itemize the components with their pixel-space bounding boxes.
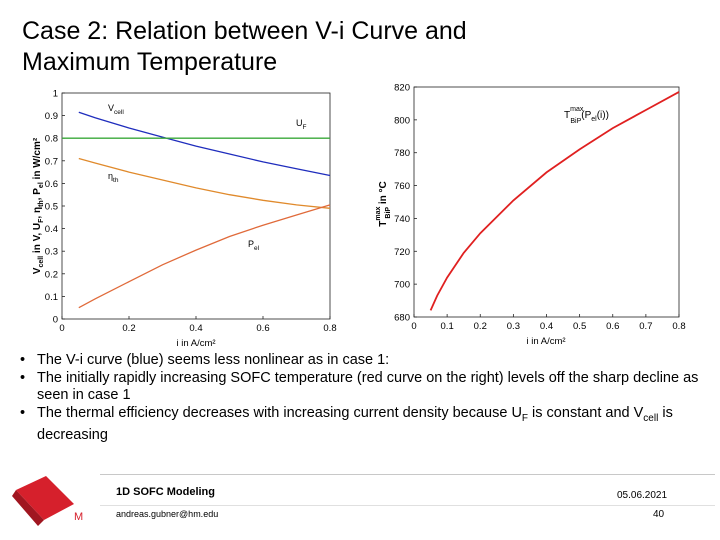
footer-divider xyxy=(100,474,715,475)
y-tick-label: 680 xyxy=(394,313,410,324)
series-label-pel: Pel xyxy=(248,239,260,252)
bullet-text-3a: The thermal efficiency decreases with in… xyxy=(37,404,522,421)
x-tick-label: 0.8 xyxy=(323,323,336,334)
y-tick-label: 800 xyxy=(394,115,410,126)
y-tick-label: 0.5 xyxy=(45,202,58,213)
title-line-1: Case 2: Relation between V-i Curve and xyxy=(22,17,467,45)
charts-area: 0 0.2 0.4 0.6 0.8 0 0.1 0.2 0.3 0.4 0.5 0.6 0.7 0.8 0.… xyxy=(32,83,686,350)
bullet-sub-f: F xyxy=(521,412,529,424)
chart-right-series xyxy=(429,91,680,311)
series-line-tbip-max xyxy=(429,91,680,311)
series-line-pel xyxy=(78,204,331,309)
y-tick-label: 760 xyxy=(394,181,410,192)
x-tick-label: 0.3 xyxy=(507,321,520,332)
logo-letter: M xyxy=(74,511,83,523)
bullet-item-3: • The thermal efficiency decreases with … xyxy=(20,405,700,445)
bullet-text-3c: is decreasing xyxy=(37,404,673,443)
series-label-eta-th: ηth xyxy=(108,171,119,184)
series-label-uf: UF xyxy=(296,118,307,131)
chart-right-legend-label: Tmax BiP(Pel(i)) xyxy=(564,106,609,125)
y-tick-label: 0.7 xyxy=(45,156,58,167)
y-tick-label: 720 xyxy=(394,247,410,258)
chart-right-xlabel: i in A/cm² xyxy=(526,336,565,347)
x-tick-label: 0.8 xyxy=(672,321,685,332)
bullet-dot: • xyxy=(20,404,26,421)
title-line-2: Maximum Temperature xyxy=(22,48,278,76)
x-tick-label: 0.1 xyxy=(441,321,454,332)
x-tick-label: 0 xyxy=(59,323,64,334)
chart-left-xlabel: i in A/cm² xyxy=(176,338,215,349)
series-label-vcell: Vcell xyxy=(108,103,124,116)
chart-left-ylabel: Vcell in V, UF, ηth, Pel in W/cm² xyxy=(32,137,45,274)
x-tick-label: 0.5 xyxy=(573,321,586,332)
x-tick-label: 0.2 xyxy=(122,323,135,334)
chart-left-plot-area xyxy=(61,92,331,320)
bullet-dot: • xyxy=(20,352,26,368)
y-tick-label: 0.2 xyxy=(45,269,58,280)
x-tick-label: 0.2 xyxy=(474,321,487,332)
bullet-text-2: The initially rapidly increasing SOFC te… xyxy=(37,369,699,404)
chart-left: 0 0.2 0.4 0.6 0.8 0 0.1 0.2 0.3 0.4 0.5 0.6 0.7 0.8 0.… xyxy=(32,89,337,350)
y-tick-label: 0.6 xyxy=(45,179,58,190)
chart-right-ylabel: Tmax BiP in °C xyxy=(375,181,392,226)
x-tick-label: 0.4 xyxy=(189,323,202,334)
footer-page-number: 40 xyxy=(653,509,665,520)
y-tick-label: 0 xyxy=(53,315,58,326)
y-tick-label: 0.3 xyxy=(45,247,58,258)
y-tick-label: 0.4 xyxy=(45,224,58,235)
y-tick-label: 0.8 xyxy=(45,134,58,145)
slide-title: Case 2: Relation between V-i Curve and M… xyxy=(22,16,582,78)
bullet-item-2: • The initially rapidly increasing SOFC … xyxy=(20,370,700,405)
chart-right-plot-area xyxy=(413,86,680,318)
bullet-text-1: The V-i curve (blue) seems less nonlinea… xyxy=(37,352,390,368)
bullet-sub-cell: cell xyxy=(643,412,659,424)
x-tick-label: 0.7 xyxy=(639,321,652,332)
footer-date: 05.06.2021 xyxy=(617,490,668,501)
chart-left-series xyxy=(62,111,331,309)
chart-right: 0 0.1 0.2 0.3 0.4 0.5 0.6 0.7 0.8 680 700 720 740 760… xyxy=(375,83,686,348)
bullet-dot: • xyxy=(20,369,26,386)
y-tick-label: 820 xyxy=(394,83,410,94)
footer-course: 1D SOFC Modeling xyxy=(116,486,215,498)
series-line-eta-th xyxy=(78,157,331,209)
x-tick-label: 0.6 xyxy=(256,323,269,334)
y-tick-label: 0.1 xyxy=(45,292,58,303)
bullet-item-1: • The V-i curve (blue) seems less nonlin… xyxy=(20,352,700,370)
y-tick-label: 0.9 xyxy=(45,111,58,122)
bullet-text-3b: is constant and V xyxy=(528,404,644,421)
y-tick-label: 780 xyxy=(394,148,410,159)
university-logo: M xyxy=(12,476,83,526)
series-line-vcell xyxy=(78,111,331,177)
x-tick-label: 0.4 xyxy=(540,321,553,332)
bullet-list: • The V-i curve (blue) seems less nonlin… xyxy=(20,352,700,444)
footer-email: andreas.gubner@hm.edu xyxy=(116,509,219,519)
chart-right-ticks: 0 0.1 0.2 0.3 0.4 0.5 0.6 0.7 0.8 680 700 720 740 760… xyxy=(394,83,685,333)
x-tick-label: 0.6 xyxy=(606,321,619,332)
x-tick-label: 0 xyxy=(411,321,416,332)
footer-divider-2 xyxy=(100,505,715,506)
y-tick-label: 700 xyxy=(394,280,410,291)
chart-left-ticks: 0 0.2 0.4 0.6 0.8 0 0.1 0.2 0.3 0.4 0.5 0.6 0.7 0.8 0.… xyxy=(45,89,337,335)
y-tick-label: 1 xyxy=(53,89,58,100)
y-tick-label: 740 xyxy=(394,214,410,225)
chart-left-series-labels: Vcell UF ηth Pel xyxy=(108,103,307,252)
